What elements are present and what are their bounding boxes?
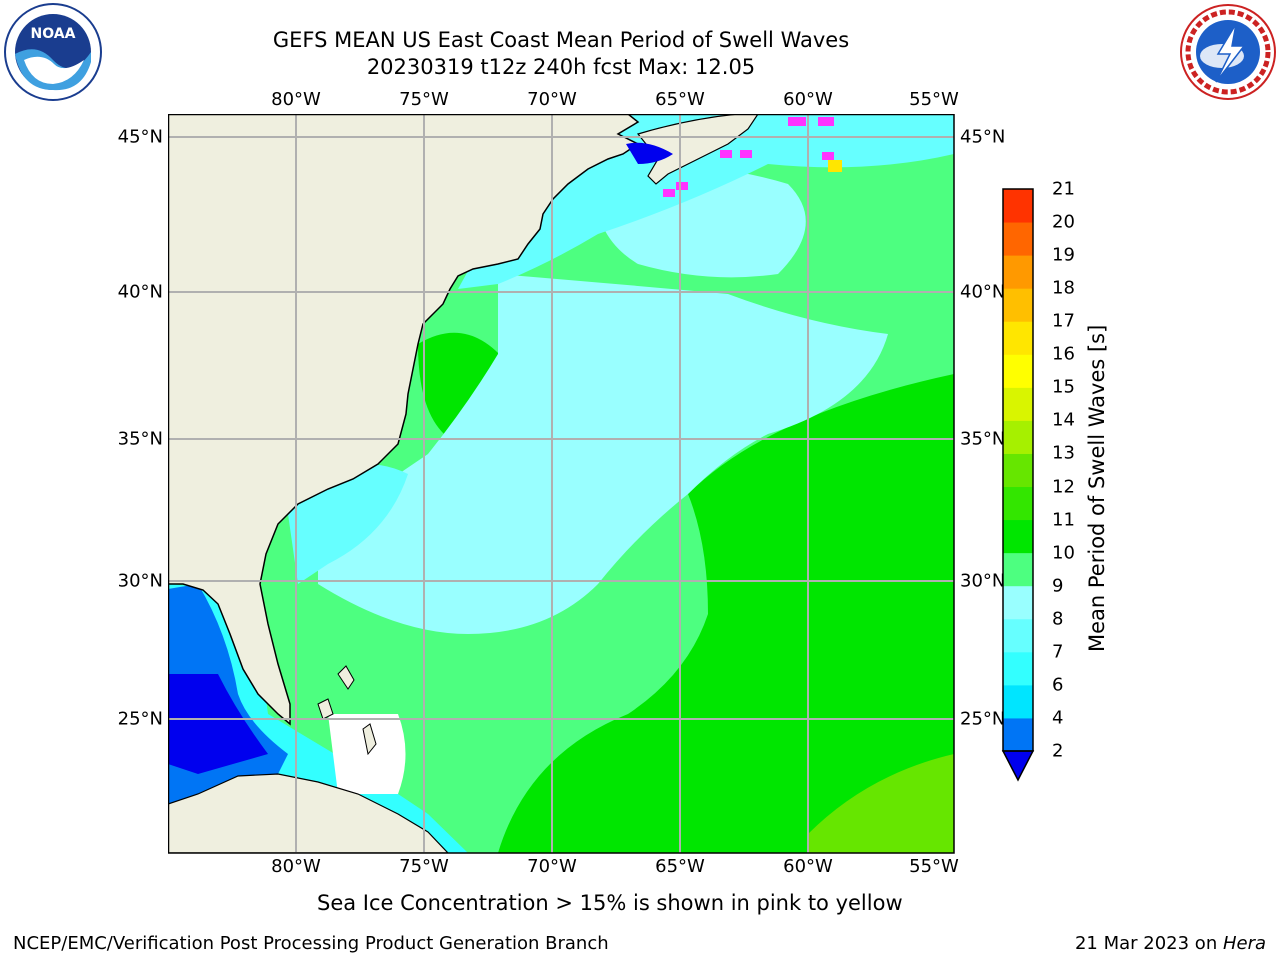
colorbar-level-label: 20: [1052, 211, 1075, 233]
sea-ice-pixel: [822, 152, 834, 160]
map-frame: [168, 114, 955, 854]
colorbar-block: [1003, 486, 1033, 521]
tick-top-lon: 60°W: [783, 89, 833, 110]
sea-ice-pixel: [740, 150, 752, 158]
colorbar-level-label: 17: [1052, 310, 1075, 332]
noaa-logo-text: NOAA: [31, 26, 76, 42]
bahamas-island-3: [317, 698, 334, 720]
colorbar-block: [1003, 684, 1033, 719]
colorbar-title: Mean Period of Swell Waves [s]: [1085, 324, 1109, 652]
tick-left-lat: 45°N: [117, 126, 163, 148]
noaa-logo: NOAA: [4, 3, 102, 101]
colorbar-block: [1003, 717, 1033, 752]
graticule: [168, 114, 954, 853]
sea-ice-pixel: [720, 150, 732, 158]
tick-right-lat: 45°N: [960, 126, 1006, 148]
tick-right-lat: 40°N: [960, 281, 1006, 303]
colorbar-block: [1003, 651, 1033, 686]
footer-machine: Hera: [1222, 933, 1266, 954]
footer-date: 21 Mar 2023 on Hera: [1075, 933, 1266, 954]
swell-zone-8-9s: [318, 274, 888, 634]
colorbar-level-label: 21: [1052, 178, 1075, 200]
colorbar-level-label: 14: [1052, 409, 1075, 431]
colorbar-level-label: 10: [1052, 542, 1075, 564]
map-subtitle: 20230319 t12z 240h fcst Max: 12.05: [366, 55, 756, 79]
footer-producer: NCEP/EMC/Verification Post Processing Pr…: [13, 933, 609, 954]
colorbar-block: [1003, 288, 1033, 322]
tick-bottom-lon: 70°W: [527, 856, 577, 877]
colorbar-frame: [1002, 188, 1034, 752]
tick-right-lat: 35°N: [960, 428, 1006, 450]
tick-top-lon: 65°W: [655, 89, 705, 110]
sea-ice-pixel: [828, 160, 842, 172]
north-america-land: [168, 114, 640, 726]
colorbar-block: [1003, 585, 1033, 620]
bahamas-island-1: [337, 665, 355, 690]
colorbar-block: [1003, 222, 1033, 256]
sea-ice-pixel: [663, 189, 675, 197]
tick-right-lat: 25°N: [960, 708, 1006, 730]
swell-zone-10-11s: [498, 374, 954, 853]
colorbar-block: [1003, 519, 1033, 554]
colorbar-level-label: 15: [1052, 376, 1075, 398]
colorbar-level-label: 19: [1052, 244, 1075, 266]
sea-ice-pixel: [676, 182, 688, 190]
colorbar-level-label: 7: [1052, 641, 1064, 663]
colorbar-level-label: 2: [1052, 740, 1064, 762]
tick-left-lat: 35°N: [117, 428, 163, 450]
bahamas-island-2: [362, 723, 377, 756]
footer-date-text: 21 Mar 2023 on: [1074, 933, 1223, 954]
sea-ice-pixel: [818, 117, 834, 126]
tick-top-lon: 75°W: [399, 89, 449, 110]
swell-zone-gulf-lowest: [168, 674, 268, 774]
tick-bottom-lon: 75°W: [399, 856, 449, 877]
tick-left-lat: 25°N: [117, 708, 163, 730]
colorbar-level-label: 13: [1052, 442, 1075, 464]
colorbar-block: [1003, 189, 1033, 223]
colorbar-level-label: 9: [1052, 575, 1064, 597]
tick-bottom-lon: 60°W: [783, 856, 833, 877]
sea-ice-pixel: [788, 117, 806, 126]
colorbar-block: [1003, 552, 1033, 587]
colorbar-level-label: 12: [1052, 476, 1075, 498]
sea-ice-note: Sea Ice Concentration > 15% is shown in …: [317, 891, 903, 915]
tick-bottom-lon: 65°W: [655, 856, 705, 877]
tick-right-lat: 30°N: [960, 570, 1006, 592]
bay-of-fundy: [626, 142, 673, 164]
colorbar-block: [1003, 255, 1033, 289]
bahamas-shallow-area: [328, 714, 406, 794]
colorbar-level-label: 4: [1052, 707, 1064, 729]
colorbar-block: [1003, 453, 1033, 488]
colorbar-extend-arrow: [1001, 750, 1035, 782]
colorbar-blocks: [1003, 189, 1033, 752]
colorbar-level-label: 11: [1052, 509, 1075, 531]
map-title: GEFS MEAN US East Coast Mean Period of S…: [272, 28, 850, 52]
tick-bottom-lon: 55°W: [909, 856, 959, 877]
map-area: [168, 114, 955, 854]
tick-top-lon: 55°W: [909, 89, 959, 110]
colorbar-level-label: 8: [1052, 608, 1064, 630]
tick-bottom-lon: 80°W: [271, 856, 321, 877]
colorbar-level-label: 18: [1052, 277, 1075, 299]
swell-zone-11-12s: [808, 754, 954, 853]
colorbar-block: [1003, 420, 1033, 454]
tick-top-lon: 80°W: [271, 89, 321, 110]
colorbar: [1001, 188, 1035, 782]
tick-left-lat: 40°N: [117, 281, 163, 303]
colorbar-block: [1003, 354, 1033, 388]
colorbar-block: [1003, 618, 1033, 653]
cuba-land: [168, 773, 449, 853]
colorbar-level-label: 6: [1052, 674, 1064, 696]
colorbar-block: [1003, 321, 1033, 355]
nws-logo: [1180, 4, 1276, 100]
tick-top-lon: 70°W: [527, 89, 577, 110]
tick-left-lat: 30°N: [117, 570, 163, 592]
colorbar-level-label: 16: [1052, 343, 1075, 365]
colorbar-block: [1003, 387, 1033, 421]
